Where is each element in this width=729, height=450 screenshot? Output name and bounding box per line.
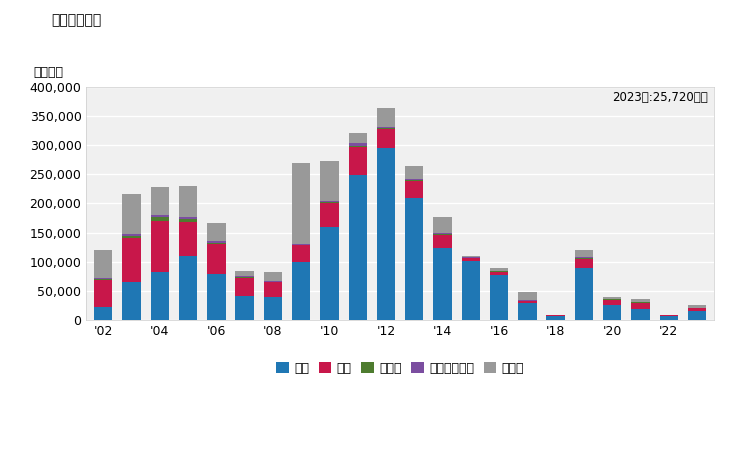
Bar <box>320 161 339 201</box>
Bar <box>207 243 225 244</box>
Bar <box>518 292 537 300</box>
Bar <box>688 305 706 308</box>
Bar <box>94 279 112 280</box>
Bar <box>348 133 367 143</box>
Bar <box>264 272 282 281</box>
Bar <box>433 248 452 320</box>
Bar <box>151 215 169 217</box>
Bar <box>461 257 480 258</box>
Bar <box>292 244 311 245</box>
Bar <box>405 198 424 320</box>
Bar <box>122 234 141 236</box>
Text: 単位トン: 単位トン <box>33 66 63 79</box>
Legend: 中国, 韓国, ドイツ, フィンランド, その他: 中国, 韓国, ドイツ, フィンランド, その他 <box>271 357 529 380</box>
Bar <box>292 162 311 244</box>
Bar <box>179 219 198 222</box>
Bar <box>264 282 282 297</box>
Bar <box>377 127 395 128</box>
Bar <box>264 281 282 282</box>
Bar <box>207 244 225 274</box>
Bar <box>94 278 112 279</box>
Bar <box>207 223 225 241</box>
Bar <box>461 261 480 320</box>
Bar <box>377 108 395 127</box>
Bar <box>631 309 650 320</box>
Bar <box>405 179 424 180</box>
Bar <box>348 143 367 146</box>
Bar <box>348 176 367 320</box>
Bar <box>461 256 480 257</box>
Bar <box>574 258 593 259</box>
Bar <box>235 271 254 276</box>
Bar <box>660 316 678 320</box>
Bar <box>348 148 367 176</box>
Bar <box>235 296 254 320</box>
Bar <box>490 271 508 272</box>
Bar <box>235 276 254 277</box>
Bar <box>433 233 452 234</box>
Bar <box>235 278 254 296</box>
Bar <box>207 241 225 243</box>
Bar <box>207 274 225 320</box>
Bar <box>405 180 424 181</box>
Bar <box>122 194 141 234</box>
Bar <box>151 217 169 221</box>
Bar <box>151 186 169 215</box>
Bar <box>264 297 282 320</box>
Bar <box>490 270 508 271</box>
Bar <box>688 311 706 320</box>
Bar <box>433 217 452 233</box>
Bar <box>603 299 621 300</box>
Text: 2023年:25,720トン: 2023年:25,720トン <box>612 91 708 104</box>
Bar <box>603 305 621 320</box>
Bar <box>320 201 339 203</box>
Bar <box>433 234 452 235</box>
Bar <box>292 262 311 320</box>
Bar <box>603 297 621 299</box>
Bar <box>547 315 565 320</box>
Bar <box>235 277 254 278</box>
Bar <box>631 299 650 302</box>
Bar <box>179 222 198 256</box>
Bar <box>405 181 424 198</box>
Bar <box>518 301 537 303</box>
Bar <box>122 236 141 238</box>
Bar <box>433 235 452 248</box>
Bar <box>660 315 678 316</box>
Bar <box>179 217 198 219</box>
Bar <box>320 202 339 203</box>
Bar <box>94 280 112 307</box>
Bar <box>574 251 593 257</box>
Bar <box>631 303 650 309</box>
Text: 輸入量の推移: 輸入量の推移 <box>51 14 101 27</box>
Bar <box>292 246 311 262</box>
Bar <box>490 268 508 270</box>
Bar <box>377 128 395 129</box>
Bar <box>631 302 650 303</box>
Bar <box>320 227 339 320</box>
Bar <box>461 258 480 261</box>
Bar <box>405 166 424 179</box>
Bar <box>574 257 593 258</box>
Bar <box>94 307 112 320</box>
Bar <box>490 272 508 274</box>
Bar <box>179 256 198 320</box>
Bar <box>490 274 508 320</box>
Bar <box>151 221 169 272</box>
Bar <box>292 245 311 246</box>
Bar <box>377 148 395 320</box>
Bar <box>348 146 367 148</box>
Bar <box>688 308 706 311</box>
Bar <box>518 303 537 320</box>
Bar <box>122 282 141 320</box>
Bar <box>179 186 198 217</box>
Bar <box>603 300 621 305</box>
Bar <box>94 250 112 278</box>
Bar <box>122 238 141 282</box>
Bar <box>377 129 395 148</box>
Bar <box>320 203 339 227</box>
Bar <box>574 259 593 268</box>
Bar <box>574 268 593 320</box>
Bar <box>151 272 169 320</box>
